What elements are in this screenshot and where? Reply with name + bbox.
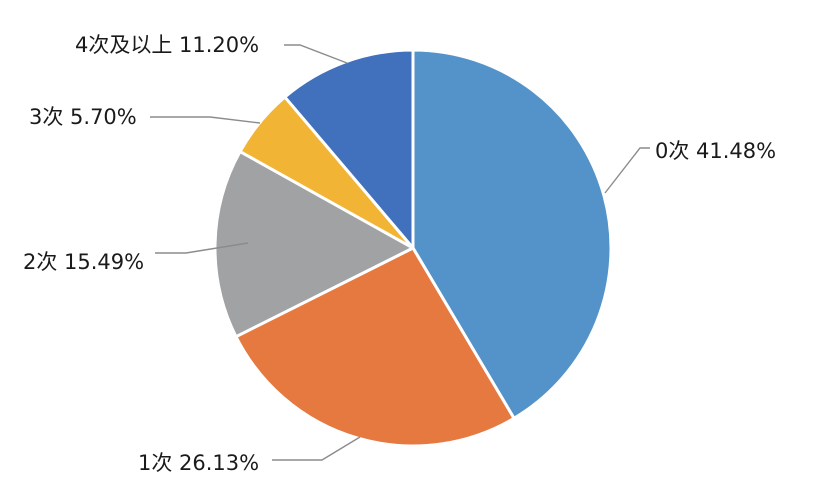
slice-label-1: 1次 26.13% [138, 451, 259, 475]
slice-label-0: 0次 41.48% [655, 139, 776, 163]
leader-line-4 [284, 44, 348, 64]
leader-line-2 [155, 242, 249, 254]
pie-slice-0 [411, 48, 613, 420]
slice-label-3: 3次 5.70% [29, 105, 137, 129]
leader-line-3 [150, 116, 261, 124]
leader-line-1 [272, 436, 361, 461]
slice-label-4: 4次及以上 11.20% [75, 33, 259, 57]
leader-line-0 [604, 147, 650, 194]
pie-slice-2 [213, 150, 415, 339]
slice-label-2: 2次 15.49% [23, 250, 144, 274]
